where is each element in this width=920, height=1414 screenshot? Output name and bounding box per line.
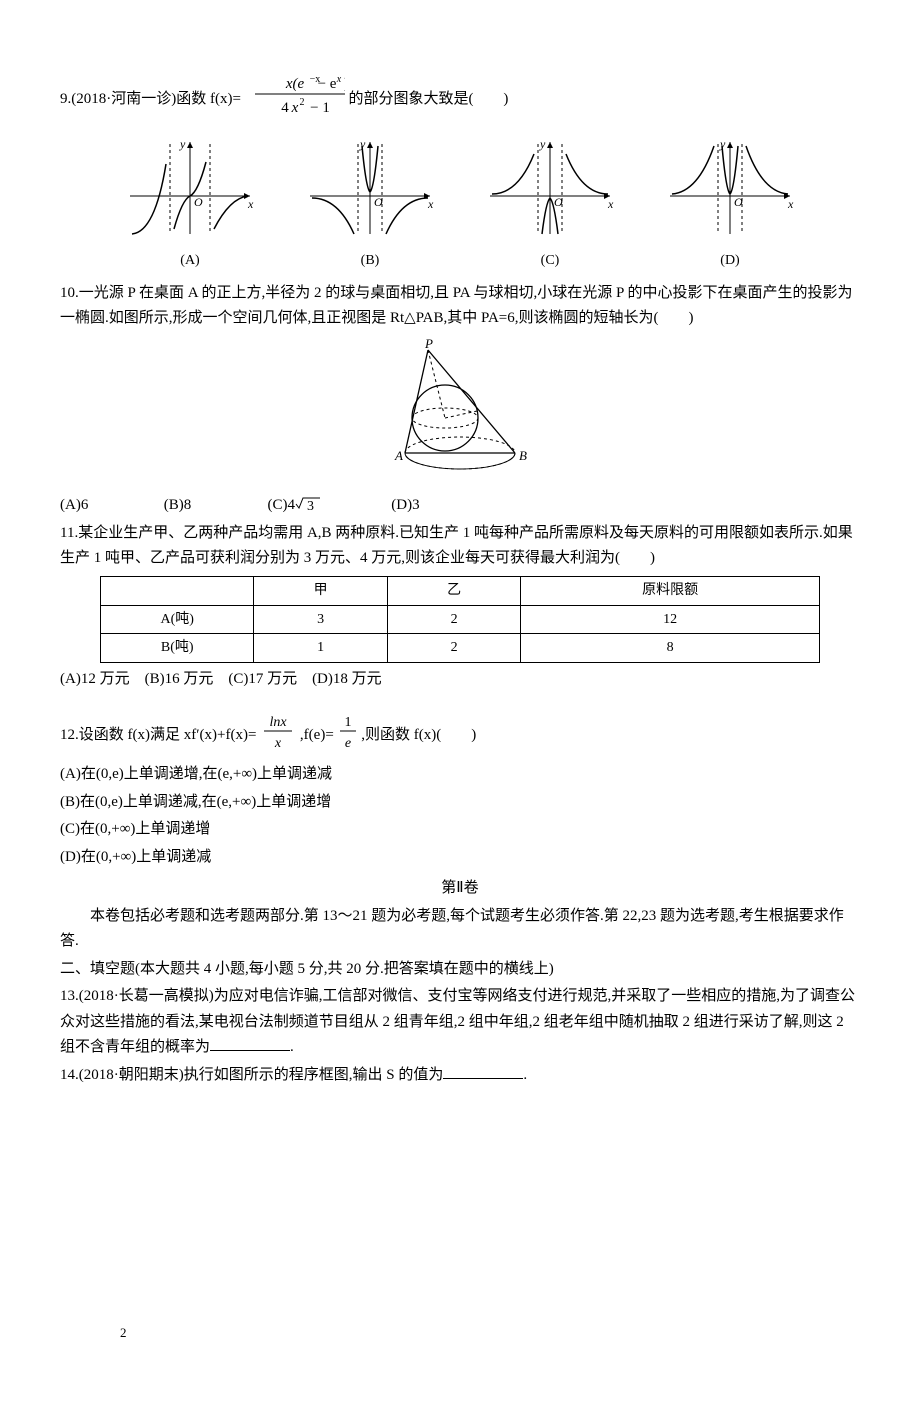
- q12-pre: 12.设函数 f(x)满足 xf′(x)+f(x)=: [60, 727, 256, 743]
- q9-label-d: (D): [660, 249, 800, 273]
- svg-text:e: e: [344, 736, 350, 751]
- q12-opt-d: (D)在(0,+∞)上单调递减: [60, 845, 860, 871]
- q10-opt-d: (D)3: [391, 493, 471, 519]
- q9-graph-b: O x y (B): [300, 134, 440, 273]
- page-number: 2: [120, 1322, 127, 1344]
- svg-text:x: x: [607, 197, 614, 211]
- q11-table: 甲 乙 原料限额 A(吨) 3 2 12 B(吨) 1 2 8: [100, 576, 820, 663]
- q12-opt-b: (B)在(0,e)上单调递减,在(e,+∞)上单调递增: [60, 790, 860, 816]
- blank-line: [443, 1063, 523, 1079]
- svg-text:x(e: x(e: [285, 76, 305, 92]
- svg-text:lnx: lnx: [270, 715, 288, 730]
- q9-label-b: (B): [300, 249, 440, 273]
- svg-text:x: x: [427, 197, 434, 211]
- q12-formula-1: lnx x: [260, 711, 296, 761]
- svg-text:2: 2: [299, 97, 304, 108]
- q11-opts: (A)12 万元 (B)16 万元 (C)17 万元 (D)18 万元: [60, 667, 860, 693]
- svg-text:x: x: [335, 74, 341, 85]
- svg-text:x: x: [290, 100, 298, 116]
- sqrt-value: 3: [307, 499, 314, 512]
- svg-text:− e: − e: [317, 76, 336, 92]
- q9-post: 的部分图象大致是( ): [348, 91, 508, 107]
- svg-text:− 1: − 1: [310, 100, 330, 116]
- q10-opt-a: (A)6: [60, 493, 160, 519]
- q13-text: 13.(2018·长葛一高模拟)为应对电信诈骗,工信部对微信、支付宝等网络支付进…: [60, 988, 855, 1055]
- q9-graph-c: O x y (C): [480, 134, 620, 273]
- q9-graphs: O x y (A) O x y (B): [100, 134, 820, 273]
- q9-graph-a: O x y (A): [120, 134, 260, 273]
- q9-pre: 9.(2018·河南一诊)函数 f(x)=: [60, 91, 241, 107]
- q13-tail: .: [290, 1039, 294, 1055]
- th-0: [101, 576, 254, 605]
- q14-text: 14.(2018·朝阳期末)执行如图所示的程序框图,输出 S 的值为: [60, 1067, 443, 1083]
- section2-heading: 二、填空题(本大题共 4 小题,每小题 5 分,共 20 分.把答案填在题中的横…: [60, 957, 860, 983]
- part2-intro: 本卷包括必考题和选考题两部分.第 13～21 题为必考题,每个试题考生必须作答.…: [60, 904, 860, 955]
- q11-text: 11.某企业生产甲、乙两种产品均需用 A,B 两种原料.已知生产 1 吨每种产品…: [60, 521, 860, 572]
- table-row: A(吨) 3 2 12: [101, 605, 820, 634]
- svg-text:A: A: [394, 448, 403, 463]
- table-header-row: 甲 乙 原料限额: [101, 576, 820, 605]
- q12-opt-a: (A)在(0,e)上单调递增,在(e,+∞)上单调递减: [60, 762, 860, 788]
- q12-opt-c: (C)在(0,+∞)上单调递增: [60, 817, 860, 843]
- q9-formula: x(e −x − e x ) 4 x 2 − 1: [245, 72, 345, 128]
- svg-text:1: 1: [344, 715, 351, 730]
- svg-text:y: y: [539, 137, 546, 151]
- q13: 13.(2018·长葛一高模拟)为应对电信诈骗,工信部对微信、支付宝等网络支付进…: [60, 984, 860, 1061]
- table-row: B(吨) 1 2 8: [101, 634, 820, 663]
- q14: 14.(2018·朝阳期末)执行如图所示的程序框图,输出 S 的值为.: [60, 1063, 860, 1089]
- svg-text:P: P: [424, 338, 433, 351]
- svg-text:B: B: [519, 448, 527, 463]
- q12-post: ,则函数 f(x)( ): [361, 727, 476, 743]
- blank-line: [210, 1035, 290, 1051]
- q12-formula-2: 1 e: [338, 711, 358, 761]
- svg-text:x: x: [787, 197, 794, 211]
- q10-opt-b: (B)8: [164, 493, 264, 519]
- svg-text:O: O: [194, 195, 203, 209]
- q9-graph-d: O x y (D): [660, 134, 800, 273]
- q12-mid: ,f(e)=: [300, 727, 334, 743]
- th-2: 乙: [387, 576, 520, 605]
- th-3: 原料限额: [521, 576, 820, 605]
- svg-text:y: y: [179, 137, 186, 151]
- th-1: 甲: [254, 576, 387, 605]
- svg-text:x: x: [274, 736, 282, 751]
- q9: 9.(2018·河南一诊)函数 f(x)= x(e −x − e x ) 4 x…: [60, 72, 860, 128]
- q9-label-a: (A): [120, 249, 260, 273]
- q10-figure: P A B: [60, 338, 860, 488]
- q14-tail: .: [523, 1067, 527, 1083]
- part2-title: 第Ⅱ卷: [60, 876, 860, 902]
- q12: 12.设函数 f(x)满足 xf′(x)+f(x)= lnx x ,f(e)= …: [60, 711, 860, 761]
- q10-opt-c: (C)43: [268, 493, 388, 519]
- svg-text:4: 4: [281, 100, 289, 116]
- svg-text:x: x: [247, 197, 254, 211]
- q9-label-c: (C): [480, 249, 620, 273]
- q10-text: 10.一光源 P 在桌面 A 的正上方,半径为 2 的球与桌面相切,且 PA 与…: [60, 281, 860, 332]
- svg-text:): ): [344, 76, 345, 92]
- q10-opts: (A)6 (B)8 (C)43 (D)3: [60, 493, 860, 519]
